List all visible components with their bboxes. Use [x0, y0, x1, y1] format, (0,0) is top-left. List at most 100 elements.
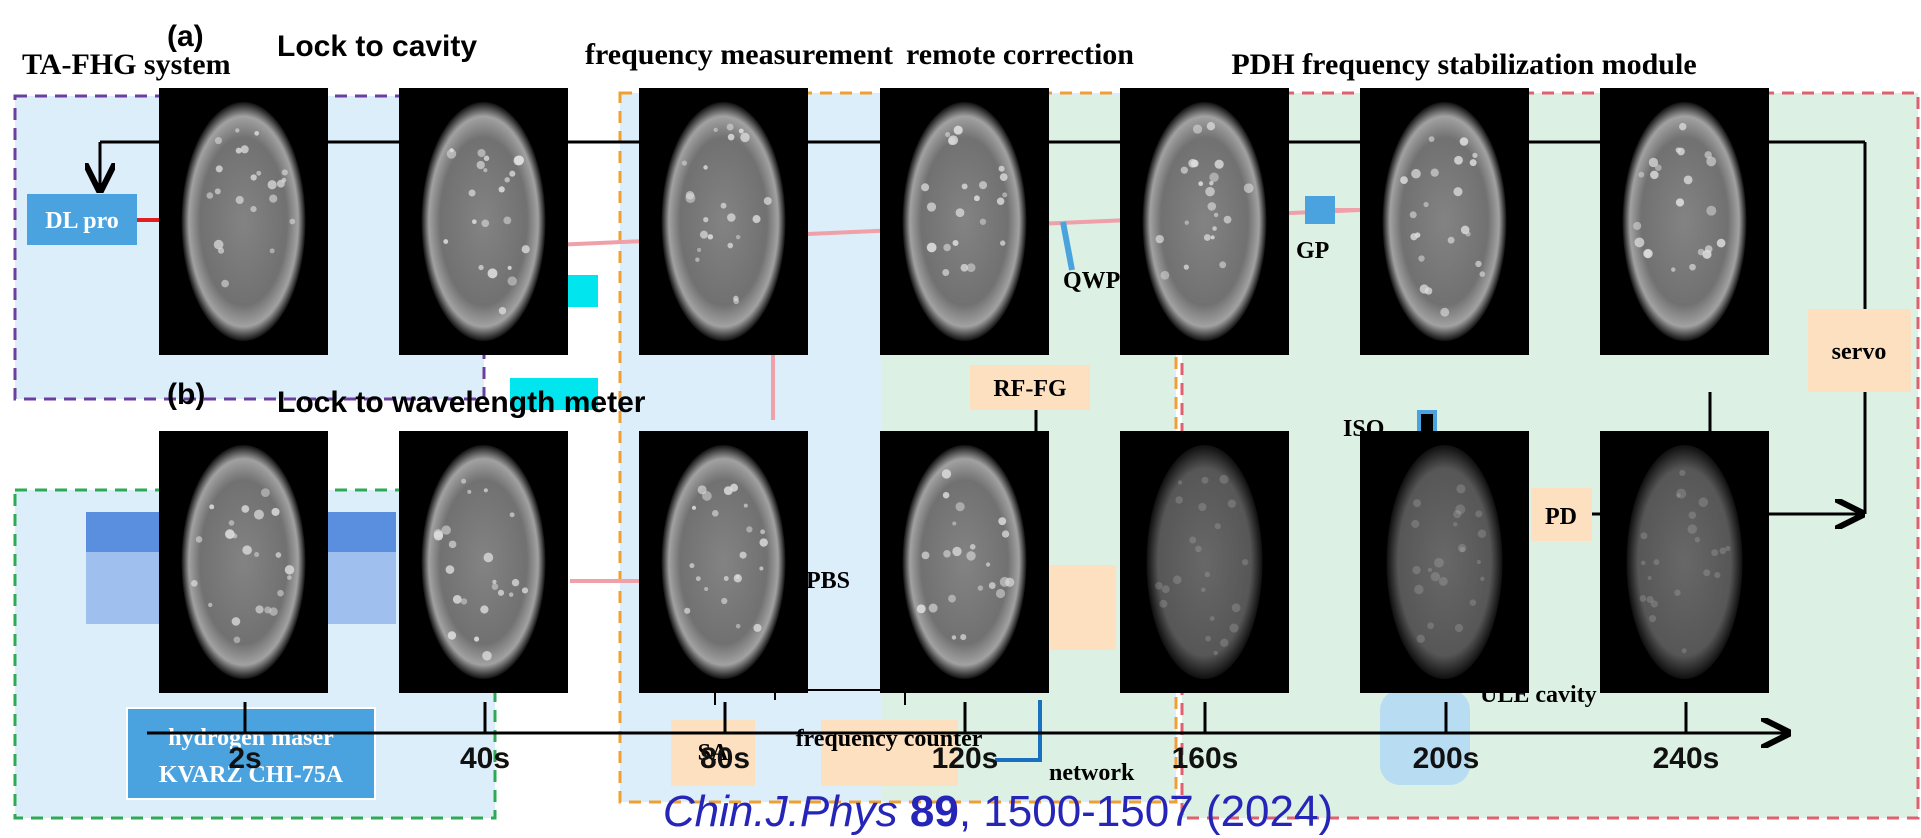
ion-dot	[1224, 216, 1232, 224]
ion-dot	[1634, 237, 1644, 247]
ion-dot	[483, 168, 487, 172]
ion-dot	[1458, 544, 1466, 552]
ion-dot	[1411, 520, 1419, 528]
ion-dot	[996, 589, 1005, 598]
ion-dot	[1475, 510, 1482, 517]
ion-dot	[997, 198, 1005, 206]
ion-dot	[1676, 198, 1684, 206]
ion-dot	[1439, 577, 1448, 586]
ion-dot	[229, 520, 235, 526]
ion-dot	[753, 624, 761, 632]
ion-dot	[484, 553, 494, 563]
ion-dot	[1212, 226, 1217, 231]
ion-dot	[703, 165, 707, 169]
ion-dot	[704, 587, 708, 591]
ion-dot	[1689, 264, 1696, 271]
ion-dot	[276, 552, 282, 558]
ion-dot	[1201, 587, 1206, 592]
ion-dot	[1410, 211, 1417, 218]
ion-dot	[1210, 616, 1215, 621]
ion-dot	[234, 636, 241, 643]
ion-dot	[1213, 651, 1218, 656]
ion-dot	[1000, 240, 1005, 245]
ion-dot	[1400, 176, 1408, 184]
ion-dot	[289, 219, 295, 225]
ion-dot	[739, 129, 744, 134]
ion-dot	[509, 171, 515, 177]
citation-volume: 89	[910, 787, 959, 836]
ion-dot	[1185, 220, 1189, 224]
ion-dot	[261, 488, 270, 497]
ion-image	[639, 431, 808, 693]
ion-dot	[1650, 171, 1659, 180]
ion-dot	[196, 536, 203, 543]
ion-dot	[461, 598, 467, 604]
ion-dot	[1431, 572, 1440, 581]
ion-dot	[927, 202, 936, 211]
ion-dot	[1714, 572, 1720, 578]
ion-dot	[256, 171, 261, 176]
ion-dot	[499, 186, 505, 192]
ion-dot	[1155, 582, 1163, 590]
ion-dot	[974, 195, 980, 201]
ion-dot	[1453, 187, 1462, 196]
ion-dot	[960, 634, 966, 640]
ion-dot	[1480, 577, 1484, 581]
ion-dot	[1428, 568, 1432, 572]
ion-dot	[1411, 169, 1421, 179]
ion-dot	[522, 587, 528, 593]
ion-dot	[980, 219, 986, 225]
ion-dot	[484, 488, 488, 492]
ion-dot	[943, 492, 949, 498]
timeline-label: 40s	[460, 742, 510, 775]
ion-dot	[268, 180, 277, 189]
ion-dot	[721, 598, 727, 604]
ion-dot	[760, 529, 765, 534]
timeline-label: 160s	[1172, 742, 1239, 775]
ion-dot	[484, 156, 489, 161]
ion-dot	[948, 137, 956, 145]
ion-dot	[1671, 267, 1675, 271]
ion-image	[639, 88, 808, 355]
ion-dot	[953, 240, 959, 246]
ion-dot	[954, 126, 963, 135]
ion-dot	[1198, 503, 1206, 511]
ion-dot	[1706, 156, 1716, 166]
ion-dot	[700, 231, 708, 239]
ion-cloud	[182, 102, 306, 341]
ion-dot	[697, 248, 701, 252]
ion-dot	[721, 203, 727, 209]
ion-dot	[724, 486, 733, 495]
ion-cloud	[182, 445, 306, 679]
ion-dot	[469, 189, 476, 196]
ion-dot	[1423, 202, 1428, 207]
ion-dot	[510, 512, 515, 517]
ion-dot	[1195, 546, 1202, 553]
ion-cloud	[1387, 445, 1503, 679]
ion-dot	[740, 133, 749, 142]
ion-dot	[1184, 265, 1189, 270]
ion-dot	[736, 235, 741, 240]
ion-dot	[1417, 635, 1425, 643]
ion-dot	[952, 522, 956, 526]
ion-dot	[727, 124, 734, 131]
ion-image	[1120, 431, 1289, 693]
ion-dot	[241, 145, 249, 153]
ion-cloud	[662, 445, 786, 679]
ion-dot	[254, 131, 259, 136]
component-label: RF-FG	[993, 376, 1067, 402]
component-label: PBS	[806, 568, 850, 594]
ion-dot	[1005, 578, 1014, 587]
ion-dot	[1418, 255, 1424, 261]
ion-dot	[282, 169, 288, 175]
ion-dot	[270, 248, 275, 253]
ion-dot	[735, 575, 739, 579]
ion-dot	[236, 196, 244, 204]
panel-tag: (b)	[167, 378, 205, 411]
ion-dot	[461, 479, 466, 484]
ion-dot	[481, 219, 489, 227]
ion-dot	[1633, 222, 1641, 230]
ion-dot	[961, 264, 969, 272]
ion-dot	[764, 197, 772, 205]
ion-dot	[1706, 206, 1716, 216]
